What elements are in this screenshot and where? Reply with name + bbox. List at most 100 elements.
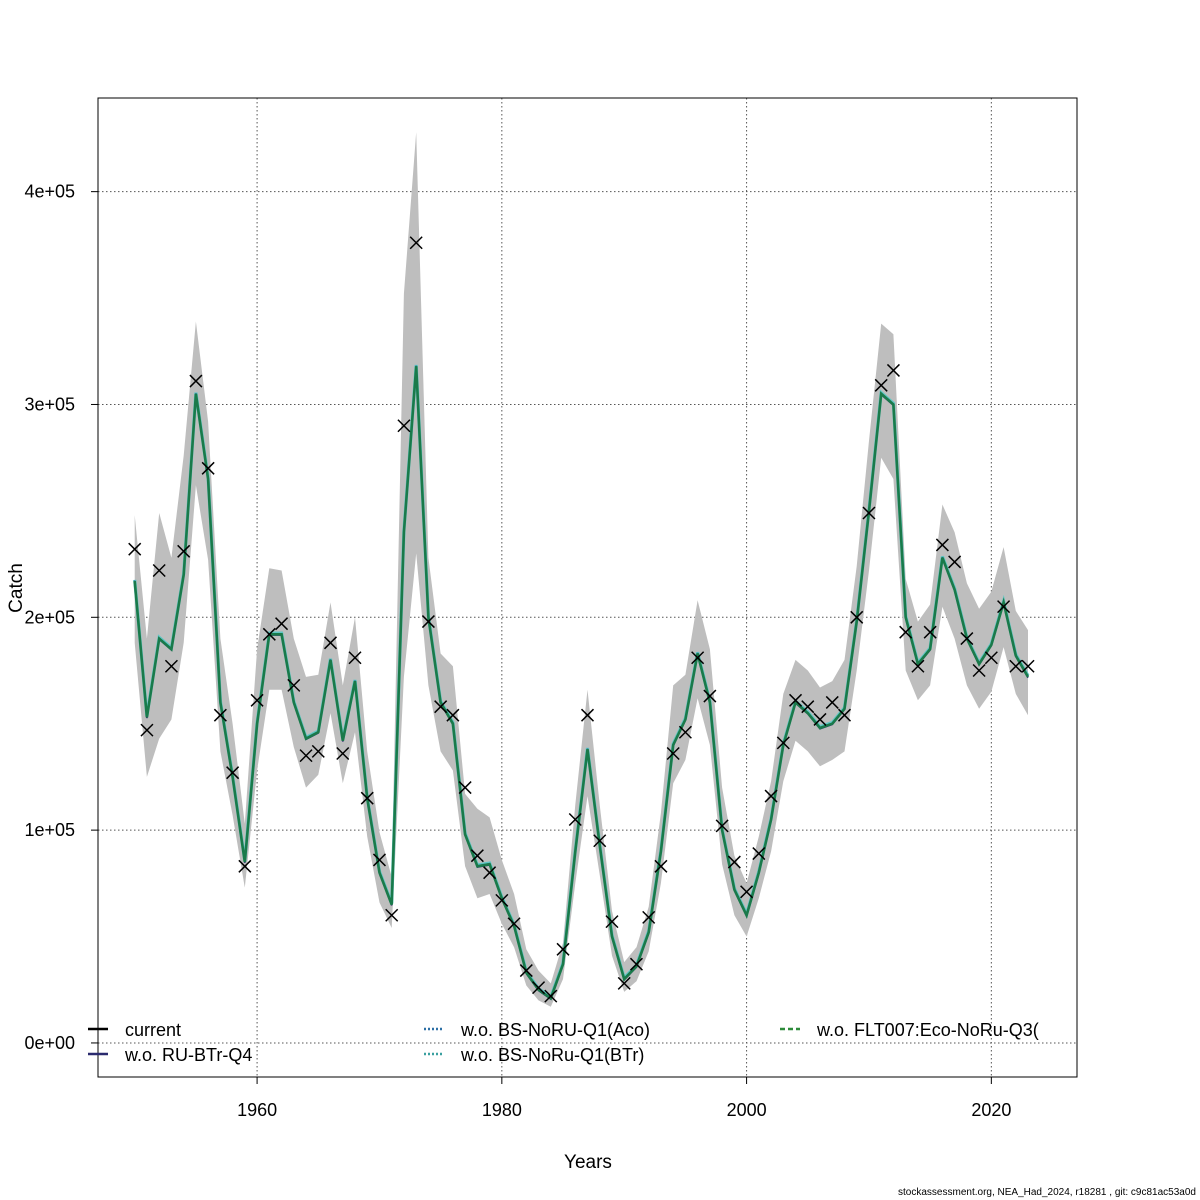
- observed-point: [666, 746, 680, 761]
- observed-point: [336, 746, 350, 761]
- observed-point: [813, 712, 827, 726]
- observed-point: [874, 378, 888, 392]
- observed-point: [152, 563, 166, 578]
- observed-point: [605, 915, 619, 929]
- observed-point: [446, 708, 460, 722]
- x-axis-title: Years: [564, 1152, 612, 1173]
- observed-point: [507, 917, 521, 931]
- observed-point: [372, 853, 386, 867]
- observed-point: [629, 957, 643, 971]
- y-tick-label: 4e+05: [24, 182, 75, 202]
- observed-point: [348, 651, 362, 665]
- observed-point: [556, 942, 570, 956]
- observed-point: [886, 363, 900, 377]
- observed-point: [654, 859, 668, 873]
- observed-point: [642, 910, 656, 924]
- observed-point: [960, 632, 974, 646]
- observed-point: [385, 908, 399, 922]
- x-tick-label: 2000: [727, 1100, 767, 1120]
- observed-point: [128, 542, 142, 556]
- observed-point: [911, 659, 925, 673]
- observed-point: [262, 627, 276, 641]
- x-tick-label: 2020: [971, 1100, 1011, 1120]
- observed-point: [568, 812, 582, 827]
- observed-point: [238, 859, 252, 873]
- observed-point: [997, 600, 1011, 614]
- x-axis: 1960 1980 2000 2020: [237, 1077, 1011, 1120]
- observed-point: [593, 834, 607, 848]
- observed-point: [580, 708, 595, 722]
- y-axis-title: Catch: [6, 563, 27, 613]
- observed-point: [164, 659, 178, 673]
- observed-point: [409, 236, 423, 250]
- observed-point: [1009, 659, 1023, 673]
- legend-label: current: [125, 1020, 181, 1040]
- legend-label: w.o. BS-NoRU-Q1(Aco): [460, 1020, 650, 1040]
- observed-point: [948, 555, 962, 569]
- observed-point: [972, 663, 986, 678]
- observed-point: [789, 693, 803, 707]
- observed-point: [678, 725, 692, 739]
- legend-label: w.o. RU-BTr-Q4: [124, 1045, 252, 1065]
- observed-point: [691, 651, 705, 665]
- estimate-line: [133, 366, 1030, 1001]
- observed-point: [519, 964, 533, 978]
- observed-point: [935, 538, 949, 552]
- observed-point: [715, 819, 729, 833]
- y-tick-label: 2e+05: [24, 607, 75, 627]
- observed-points: [128, 236, 1035, 1003]
- observed-point: [397, 419, 411, 433]
- legend-label: w.o. FLT007:Eco-NoRu-Q3(: [816, 1020, 1039, 1040]
- observed-point: [703, 689, 717, 703]
- observed-point: [617, 976, 631, 990]
- observed-point: [213, 708, 227, 722]
- legend-label: w.o. BS-NoRu-Q1(BTr): [460, 1045, 644, 1065]
- y-tick-label: 1e+05: [24, 820, 75, 840]
- observed-point: [984, 651, 998, 665]
- observed-point: [458, 781, 472, 795]
- observed-point: [740, 885, 754, 899]
- observed-point: [275, 617, 289, 631]
- observed-point: [189, 374, 203, 388]
- observed-point: [287, 678, 301, 692]
- footer-credit: stockassessment.org, NEA_Had_2024, r1828…: [898, 1187, 1196, 1198]
- observed-point: [360, 791, 374, 805]
- y-axis: 0e+00 1e+05 2e+05 3e+05 4e+05: [24, 182, 98, 1053]
- observed-point: [544, 989, 558, 1003]
- x-tick-label: 1960: [237, 1100, 277, 1120]
- observed-point: [470, 849, 484, 863]
- observed-point: [140, 723, 154, 737]
- x-tick-label: 1980: [482, 1100, 522, 1120]
- confidence-band: [134, 132, 1028, 1007]
- observed-point: [825, 695, 839, 709]
- observed-point: [899, 625, 913, 639]
- observed-point: [495, 893, 509, 907]
- observed-point: [862, 506, 876, 520]
- observed-point: [421, 615, 435, 629]
- observed-point: [434, 700, 448, 714]
- observed-point: [801, 700, 815, 714]
- grid-lines: [98, 98, 1077, 1077]
- observed-point: [250, 693, 264, 707]
- observed-point: [850, 610, 864, 624]
- observed-point: [752, 847, 766, 861]
- observed-point: [923, 625, 937, 639]
- observed-point: [1021, 659, 1035, 673]
- plot-frame: [97, 97, 1078, 1078]
- observed-point: [177, 544, 191, 558]
- observed-point: [532, 981, 546, 995]
- observed-point: [311, 744, 325, 758]
- observed-point: [299, 749, 313, 763]
- observed-point: [727, 855, 741, 869]
- observed-point: [776, 736, 790, 750]
- observed-point: [837, 708, 852, 722]
- observed-point: [323, 636, 338, 650]
- observed-point: [201, 461, 215, 475]
- y-tick-label: 3e+05: [24, 394, 75, 414]
- observed-point: [764, 789, 778, 803]
- legend: current w.o. RU-BTr-Q4 w.o. BS-NoRU-Q1(Aco…: [88, 1020, 1039, 1065]
- y-tick-label: 0e+00: [24, 1033, 75, 1053]
- observed-point: [226, 766, 240, 780]
- observed-point: [483, 866, 497, 880]
